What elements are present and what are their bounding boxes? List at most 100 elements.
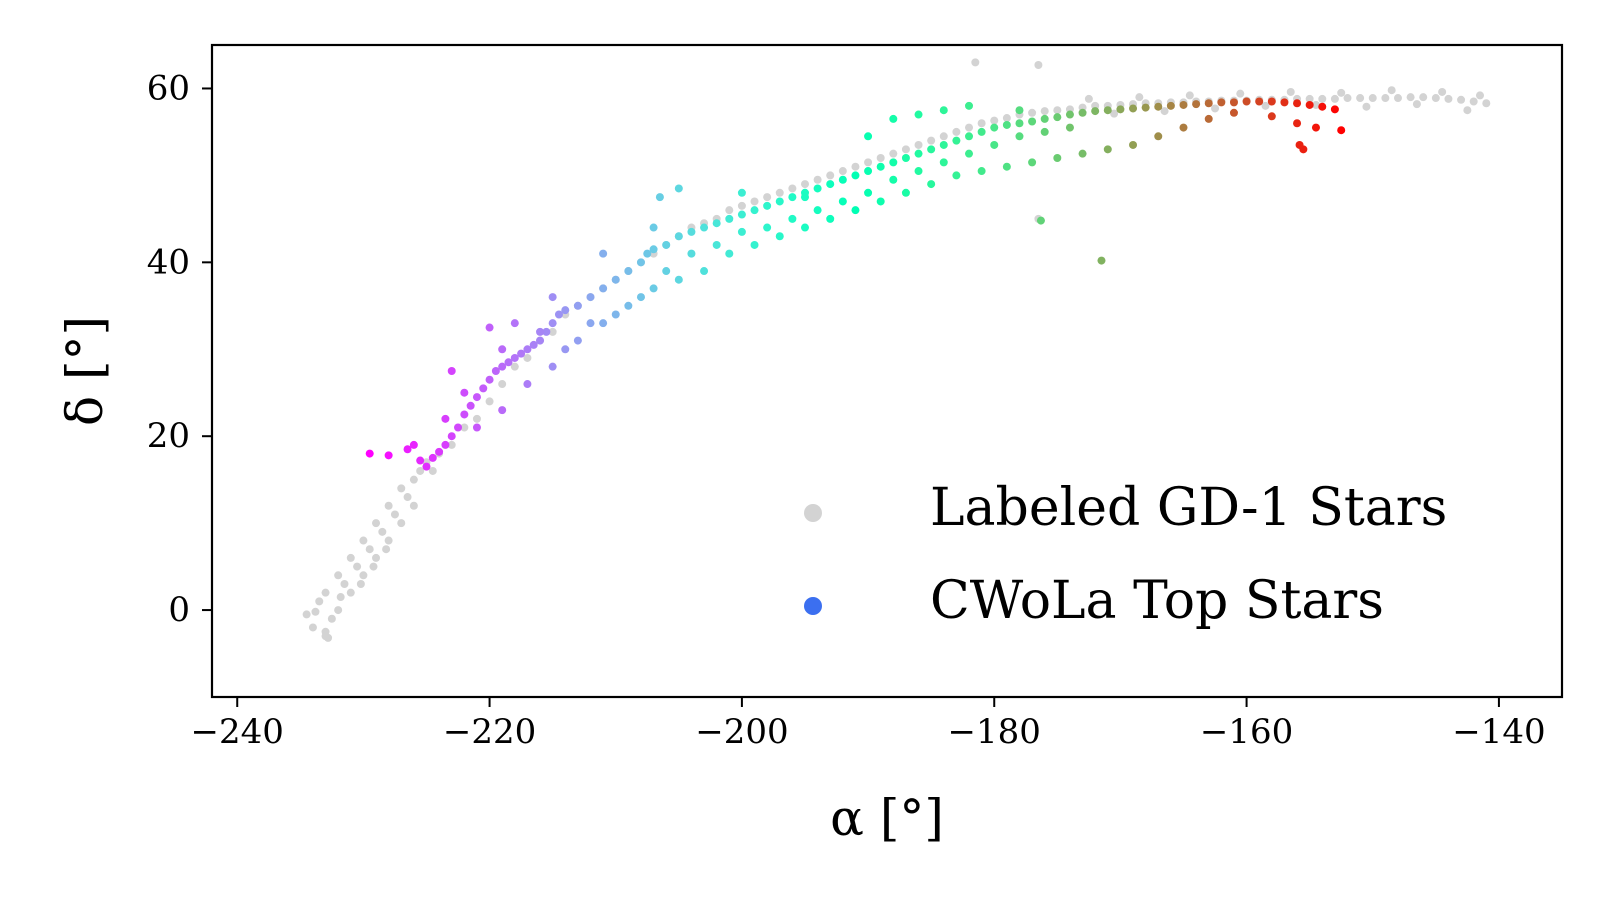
cwola-point <box>901 154 910 163</box>
labeled-gd1-point <box>334 606 343 615</box>
labeled-gd1-point <box>1330 94 1339 103</box>
cwola-point <box>939 158 948 167</box>
labeled-gd1-point <box>1028 108 1037 117</box>
cwola-point <box>1330 105 1339 114</box>
cwola-point <box>838 197 847 206</box>
labeled-gd1-point <box>302 610 311 619</box>
cwola-point <box>990 140 999 149</box>
labeled-gd1-point <box>369 562 378 571</box>
cwola-point <box>447 432 456 441</box>
cwola-point <box>1318 102 1327 111</box>
cwola-point <box>409 440 418 449</box>
x-tick-label: −220 <box>443 712 536 752</box>
labeled-gd1-point <box>826 171 835 180</box>
cwola-point <box>454 423 463 432</box>
cwola-point <box>700 267 709 276</box>
cwola-point <box>1267 97 1276 106</box>
cwola-point <box>624 301 633 310</box>
labeled-gd1-point <box>1387 86 1396 95</box>
cwola-point <box>952 171 961 180</box>
labeled-gd1-point <box>851 162 860 171</box>
cwola-point <box>1065 110 1074 119</box>
cwola-point <box>750 240 759 249</box>
cwola-point <box>460 410 469 419</box>
labeled-gd1-point <box>327 614 336 623</box>
cwola-point <box>977 127 986 136</box>
cwola-point <box>1015 132 1024 141</box>
labeled-gd1-point <box>763 193 772 202</box>
cwola-point <box>1078 149 1087 158</box>
plot-frame <box>210 43 1564 699</box>
x-tick-label: −140 <box>1452 712 1545 752</box>
labeled-gd1-point <box>1305 94 1314 103</box>
labeled-gd1-point <box>1343 94 1352 103</box>
cwola-point <box>586 293 595 302</box>
y-axis: 0 20 40 60 <box>147 68 212 630</box>
cwola-point <box>523 345 532 354</box>
cwola-point <box>826 180 835 189</box>
cwola-point <box>674 184 683 193</box>
cwola-point <box>498 345 507 354</box>
labeled-gd1-point <box>1185 91 1194 100</box>
labeled-gd1-point <box>813 175 822 184</box>
cwola-point <box>1015 119 1024 128</box>
labeled-gd1-point <box>1040 107 1049 116</box>
cwola-point <box>1103 145 1112 154</box>
labeled-gd1-point <box>1431 94 1440 103</box>
labeled-gd1-point <box>750 197 759 206</box>
cwola-point <box>599 319 608 328</box>
cwola-point <box>1015 106 1024 115</box>
cwola-point <box>750 206 759 215</box>
labeled-gd1-point <box>428 466 437 475</box>
cwola-point <box>725 249 734 258</box>
cwola-point <box>536 336 545 345</box>
cwola-point <box>700 223 709 232</box>
labeled-gd1-point <box>460 423 469 432</box>
cwola-point <box>485 375 494 384</box>
labeled-gd1-point <box>359 536 368 545</box>
cwola-point <box>510 353 519 362</box>
cwola-point <box>1293 119 1302 128</box>
labeled-gd1-point <box>324 633 333 642</box>
cwola-point <box>517 349 526 358</box>
labeled-gd1-point <box>334 571 343 580</box>
cwola-point <box>561 345 570 354</box>
cwola-point <box>466 401 475 410</box>
labeled-gd1-point <box>1053 106 1062 115</box>
labeled-gd1-point <box>1419 93 1428 102</box>
labeled-gd1-point <box>1160 107 1169 116</box>
labeled-gd1-point <box>321 588 330 597</box>
cwola-point <box>1280 98 1289 107</box>
cwola-point <box>990 123 999 132</box>
cwola-point <box>611 275 620 284</box>
labeled-gd1-point <box>876 154 885 163</box>
labeled-gd1-point <box>1457 95 1466 104</box>
cwola-point <box>624 267 633 276</box>
cwola-point <box>914 110 923 119</box>
cwola-point <box>1179 100 1188 109</box>
labeled-gd1-point <box>510 362 519 371</box>
cwola-point <box>636 258 645 267</box>
labeled-gd1-point <box>1034 60 1043 69</box>
labeled-gd1-point <box>1337 88 1346 97</box>
cwola-point <box>1040 127 1049 136</box>
cwola-point <box>1002 120 1011 129</box>
labeled-gd1-point <box>1393 94 1402 103</box>
labeled-gd1-point <box>384 501 393 510</box>
cwola-point <box>573 336 582 345</box>
cwola-point <box>649 245 658 254</box>
y-tick-label: 0 <box>168 590 190 630</box>
cwola-point <box>636 293 645 302</box>
labeled-gd1-point <box>359 571 368 580</box>
cwola-point <box>649 223 658 232</box>
cwola-point <box>864 188 873 197</box>
labeled-gd1-point <box>382 545 391 554</box>
cwola-point <box>851 171 860 180</box>
cwola-point <box>800 223 809 232</box>
labeled-gd1-point <box>308 623 317 632</box>
cwola-point <box>441 414 450 423</box>
labeled-gd1-point <box>340 579 349 588</box>
cwola-point <box>649 284 658 293</box>
cwola-point <box>914 149 923 158</box>
cwola-point <box>548 362 557 371</box>
